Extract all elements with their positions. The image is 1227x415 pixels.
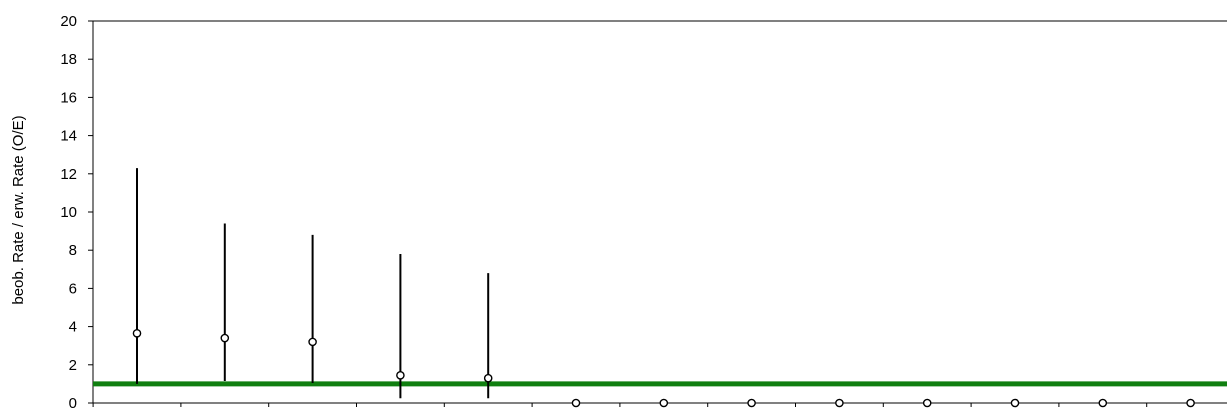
y-tick-label: 18	[60, 51, 77, 68]
y-tick-label: 6	[69, 280, 77, 297]
points-layer	[132, 328, 1195, 408]
y-tick-label: 4	[69, 319, 77, 336]
y-tick-label: 0	[69, 395, 77, 410]
intervals-layer	[136, 168, 490, 399]
data-point	[1098, 398, 1108, 408]
data-point	[132, 328, 142, 338]
y-tick-label: 14	[60, 128, 77, 145]
data-point	[922, 398, 932, 408]
data-point	[220, 333, 230, 343]
data-point	[483, 373, 493, 383]
data-point	[659, 398, 669, 408]
data-point	[571, 398, 581, 408]
y-tick-label: 10	[60, 204, 77, 221]
data-point	[1186, 398, 1195, 408]
y-tick-label: 12	[60, 166, 77, 183]
data-point	[747, 398, 756, 408]
y-tick-label: 16	[60, 89, 77, 106]
y-tick-label: 8	[69, 242, 77, 259]
data-point	[308, 337, 317, 347]
data-point	[1010, 398, 1020, 408]
y-tick-label: 2	[69, 357, 77, 374]
data-point	[835, 398, 844, 408]
axes-layer: 0 2 4 6 8 10 12 14 16 18 20	[60, 13, 1227, 412]
y-tick-label: 20	[60, 13, 77, 30]
data-point	[396, 371, 405, 380]
y-axis-label: beob. Rate / erw. Rate (O/E)	[10, 115, 27, 304]
